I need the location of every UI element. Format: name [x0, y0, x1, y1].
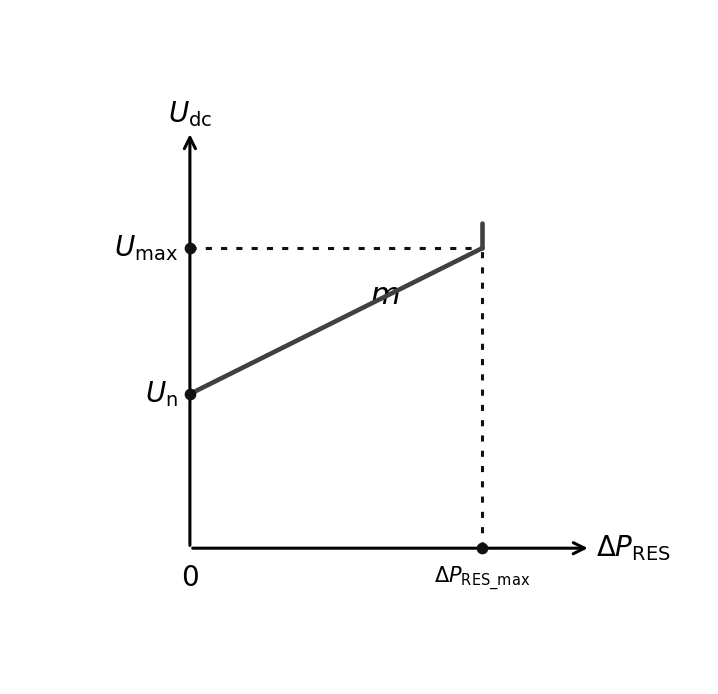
Text: $\mathit{m}$: $\mathit{m}$ — [370, 281, 399, 310]
Text: $\mathit{U}_{\rm max}$: $\mathit{U}_{\rm max}$ — [113, 233, 177, 263]
Text: $0$: $0$ — [181, 564, 199, 592]
Text: $\mathit{U}_{\rm dc}$: $\mathit{U}_{\rm dc}$ — [168, 99, 212, 128]
Point — [184, 389, 195, 400]
Text: $\Delta \mathit{P}_{\rm RES}$: $\Delta \mathit{P}_{\rm RES}$ — [596, 533, 671, 563]
Text: $\mathit{U}_{\rm n}$: $\mathit{U}_{\rm n}$ — [145, 379, 177, 409]
Point — [184, 242, 195, 253]
Text: $\Delta \mathit{P}_{\rm RES\_max}$: $\Delta \mathit{P}_{\rm RES\_max}$ — [434, 564, 531, 593]
Point — [477, 543, 488, 554]
